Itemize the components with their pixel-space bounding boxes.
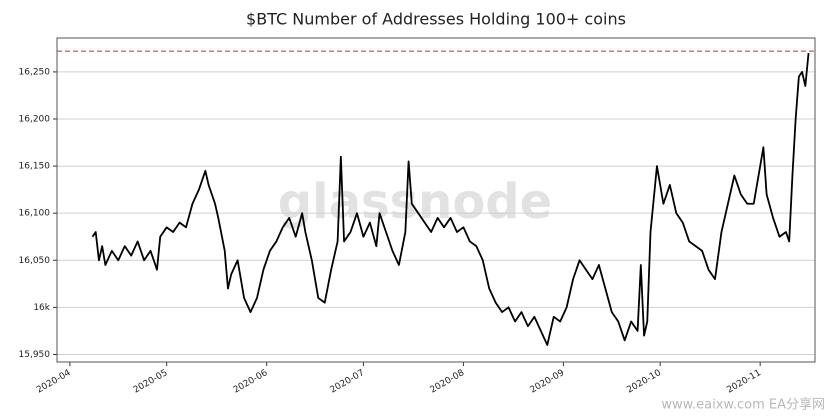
x-tick-label: 2020-07 bbox=[329, 368, 367, 395]
x-tick-label: 2020-04 bbox=[35, 368, 73, 396]
source-watermark: www.eaixw.com EA分享网 bbox=[661, 397, 825, 413]
y-tick-label: 16,100 bbox=[19, 209, 51, 219]
y-tick-label: 16,050 bbox=[19, 256, 51, 266]
chart-title: $BTC Number of Addresses Holding 100+ co… bbox=[246, 10, 626, 29]
data-line bbox=[91, 52, 810, 346]
x-tick-label: 2020-10 bbox=[625, 368, 663, 396]
x-tick-label: 2020-06 bbox=[232, 368, 270, 396]
y-tick-label: 16,250 bbox=[19, 67, 51, 77]
x-tick-label: 2020-11 bbox=[725, 368, 763, 395]
watermark: glassnode bbox=[278, 174, 552, 230]
plot-frame bbox=[56, 37, 816, 363]
x-tick-label: 2020-05 bbox=[132, 368, 170, 395]
y-tick-label: 15,950 bbox=[19, 350, 51, 360]
x-tick-label: 2020-08 bbox=[429, 368, 467, 396]
y-tick-label: 16k bbox=[33, 303, 50, 313]
x-tick-label: 2020-09 bbox=[529, 368, 567, 396]
y-tick-label: 16,150 bbox=[19, 162, 51, 172]
y-tick-label: 16,200 bbox=[19, 115, 51, 125]
